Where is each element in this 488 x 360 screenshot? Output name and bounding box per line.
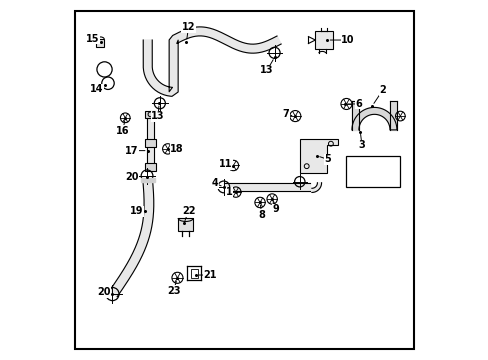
Polygon shape (147, 116, 154, 165)
Text: 16: 16 (116, 126, 129, 136)
Bar (145, 163, 155, 171)
Text: 6: 6 (354, 99, 361, 109)
Text: 8: 8 (258, 210, 264, 220)
Bar (346, 156, 399, 187)
Text: 13: 13 (151, 111, 164, 121)
Bar (96, 39, 104, 46)
Text: 18: 18 (170, 144, 183, 154)
Bar (190, 269, 198, 278)
Text: 10: 10 (341, 35, 354, 45)
Bar (145, 139, 155, 147)
Polygon shape (224, 183, 309, 191)
Text: 3: 3 (358, 140, 365, 150)
Polygon shape (143, 27, 281, 96)
Text: 23: 23 (166, 285, 180, 296)
Bar (178, 218, 193, 231)
Text: 17: 17 (125, 146, 139, 156)
Text: 1: 1 (225, 187, 232, 197)
Polygon shape (351, 107, 396, 130)
Text: 12: 12 (182, 22, 195, 32)
Text: 13: 13 (260, 66, 273, 76)
Text: 9: 9 (272, 204, 279, 214)
Text: 5: 5 (324, 154, 330, 164)
Text: 20: 20 (125, 172, 139, 181)
Polygon shape (99, 69, 113, 83)
Text: 4: 4 (211, 179, 218, 188)
Polygon shape (311, 183, 321, 193)
Polygon shape (299, 139, 337, 173)
Text: 14: 14 (90, 85, 103, 94)
Polygon shape (141, 178, 154, 182)
Bar (145, 111, 155, 118)
Polygon shape (389, 100, 396, 130)
Text: 21: 21 (203, 270, 216, 280)
Bar (315, 31, 332, 49)
Text: 7: 7 (282, 109, 289, 119)
Polygon shape (109, 180, 153, 297)
Text: 19: 19 (130, 206, 143, 216)
Text: 11: 11 (218, 159, 232, 170)
Polygon shape (351, 100, 358, 130)
Text: 22: 22 (182, 206, 195, 216)
Text: 15: 15 (85, 34, 99, 44)
Text: 20: 20 (97, 287, 110, 297)
Text: 2: 2 (379, 85, 386, 95)
